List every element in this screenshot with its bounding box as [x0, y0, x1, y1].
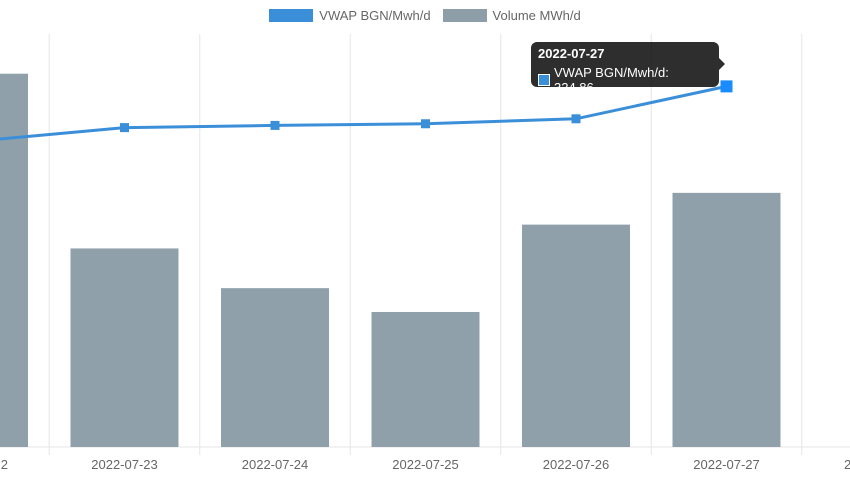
- x-tick-label: 2: [844, 457, 850, 472]
- volume-bar: [371, 311, 480, 447]
- volume-bar: [522, 224, 630, 447]
- vwap-point: [571, 114, 581, 124]
- legend-label-vwap: VWAP BGN/Mwh/d: [319, 8, 431, 23]
- x-tick-label: 2022-07-26: [543, 457, 610, 472]
- x-tick-label: 2: [1, 457, 8, 472]
- vwap-point: [120, 123, 129, 133]
- vwap-line-path: [0, 84, 727, 141]
- legend-swatch-vwap: [269, 9, 314, 22]
- tooltip-caret: [719, 58, 725, 70]
- vwap-point: [421, 119, 430, 129]
- vwap-point: [720, 80, 733, 93]
- vwap-point: [270, 120, 280, 130]
- volume-bar: [70, 248, 179, 447]
- volume-bar: [0, 73, 28, 447]
- x-axis-ticks: 2 2022-07-23 2022-07-24 2022-07-25 2022-07-2…: [1, 457, 850, 472]
- volume-bar: [221, 288, 329, 447]
- x-tick-label: 2022-07-24: [242, 457, 309, 472]
- x-tick-label: 2022-07-23: [91, 457, 158, 472]
- legend: VWAP BGN/Mwh/d Volume MWh/d: [0, 8, 850, 23]
- volume-bar: [672, 192, 781, 447]
- tooltip-swatch: [538, 74, 550, 86]
- volume-bars: [0, 73, 781, 447]
- legend-item-vwap[interactable]: VWAP BGN/Mwh/d: [269, 8, 431, 23]
- tooltip-title: 2022-07-27: [538, 46, 605, 61]
- legend-label-volume: Volume MWh/d: [492, 8, 581, 23]
- tooltip: 2022-07-27 VWAP BGN/Mwh/d: 324.86: [531, 42, 719, 95]
- vwap-line: [0, 80, 733, 141]
- x-tick-label: 2022-07-27: [693, 457, 760, 472]
- legend-swatch-volume: [442, 9, 487, 22]
- legend-item-volume[interactable]: Volume MWh/d: [442, 8, 581, 23]
- tooltip-label: VWAP BGN/Mwh/d: 324.86: [553, 65, 669, 95]
- x-tick-label: 2022-07-25: [392, 457, 459, 472]
